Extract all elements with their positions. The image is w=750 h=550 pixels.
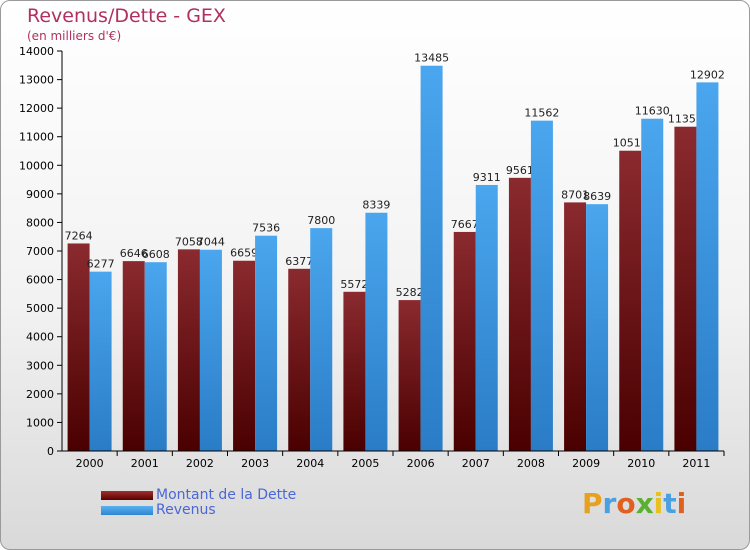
legend-swatch-revenus [101,505,153,515]
data-label-revenus: 9311 [473,171,501,184]
bar-revenus [475,184,498,451]
data-label-dette: 6646 [120,247,148,260]
y-tick-label: 8000 [26,216,54,229]
logo-letter: r [602,487,617,520]
logo-letter: P [582,487,603,520]
data-label-revenus: 11562 [524,107,559,120]
bar-revenus [530,120,553,452]
bar-revenus [199,249,222,451]
y-tick-label: 1000 [26,416,54,429]
y-tick-label: 11000 [19,131,54,144]
data-label-revenus: 6608 [142,248,170,261]
bar-revenus [641,118,664,451]
y-tick-label: 3000 [26,359,54,372]
x-tick-label: 2001 [131,457,159,470]
x-tick-label: 2005 [351,457,379,470]
bar-revenus [365,212,388,451]
data-label-revenus: 7800 [307,214,335,227]
y-tick-label: 10000 [19,159,54,172]
y-tick-label: 14000 [19,45,54,58]
bar-dette [233,260,256,451]
data-label-revenus: 7044 [197,236,225,249]
bar-dette [398,300,421,451]
bar-dette [177,249,200,451]
bar-dette [288,268,311,451]
y-tick-label: 6000 [26,274,54,287]
bar-revenus [696,82,719,451]
logo-letter: i [653,487,664,520]
bar-revenus [255,235,278,451]
data-label-dette: 7264 [65,229,93,242]
chart-title: Revenus/Dette - GEX [27,5,226,27]
x-tick-label: 2009 [572,457,600,470]
y-tick-label: 7000 [26,245,54,258]
data-label-dette: 7058 [175,235,203,248]
logo-letter: x [635,487,654,520]
bar-dette [122,261,145,451]
x-tick-label: 2008 [517,457,545,470]
legend-item-revenus: Revenus [101,502,216,518]
y-tick-label: 9000 [26,188,54,201]
legend-swatch-dette [101,490,153,500]
data-label-dette: 10510 [613,137,648,150]
data-label-revenus: 7536 [252,222,280,235]
data-label-revenus: 6277 [87,258,115,271]
legend-label-revenus: Revenus [156,502,216,518]
y-tick-label: 12000 [19,102,54,115]
bar-dette [508,177,531,452]
data-label-revenus: 8639 [583,190,611,203]
bar-dette [674,126,697,451]
y-tick-label: 5000 [26,302,54,315]
bar-revenus [89,271,112,451]
bar-dette [453,231,476,451]
bar-dette [619,150,642,451]
bar-revenus [420,65,443,451]
bar-dette [343,291,366,451]
data-label-dette: 8701 [561,188,589,201]
x-tick-label: 2007 [462,457,490,470]
x-tick-label: 2002 [186,457,214,470]
x-tick-label: 2010 [627,457,655,470]
data-label-revenus: 11630 [635,105,670,118]
y-tick-label: 13000 [19,74,54,87]
data-label-revenus: 13485 [414,52,449,65]
bar-dette [564,202,587,451]
bar-revenus [310,228,333,451]
data-label-dette: 6377 [285,255,313,268]
data-label-dette: 6659 [230,247,258,260]
data-label-dette: 5572 [340,278,368,291]
proxiti-logo: Proxiti [582,487,686,520]
legend-item-dette: Montant de la Dette [101,487,297,503]
logo-letter: t [663,487,677,520]
logo-letter: o [616,487,636,520]
data-label-dette: 7667 [451,218,479,231]
y-tick-label: 2000 [26,388,54,401]
data-label-dette: 5282 [396,286,424,299]
legend-label-dette: Montant de la Dette [156,487,297,503]
data-label-dette: 9561 [506,164,534,177]
x-tick-label: 2011 [682,457,710,470]
data-label-revenus: 12902 [690,68,725,81]
bar-revenus [144,262,167,451]
y-tick-label: 4000 [26,331,54,344]
bar-dette [67,243,90,451]
data-label-revenus: 8339 [362,199,390,212]
bar-revenus [586,204,609,451]
y-tick-label: 0 [47,445,54,458]
x-tick-label: 2003 [241,457,269,470]
chart-subtitle: (en milliers d'€) [27,29,122,43]
x-tick-label: 2004 [296,457,324,470]
x-tick-label: 2000 [76,457,104,470]
x-tick-label: 2006 [407,457,435,470]
data-label-dette: 11350 [668,113,703,126]
logo-letter: i [676,487,687,520]
